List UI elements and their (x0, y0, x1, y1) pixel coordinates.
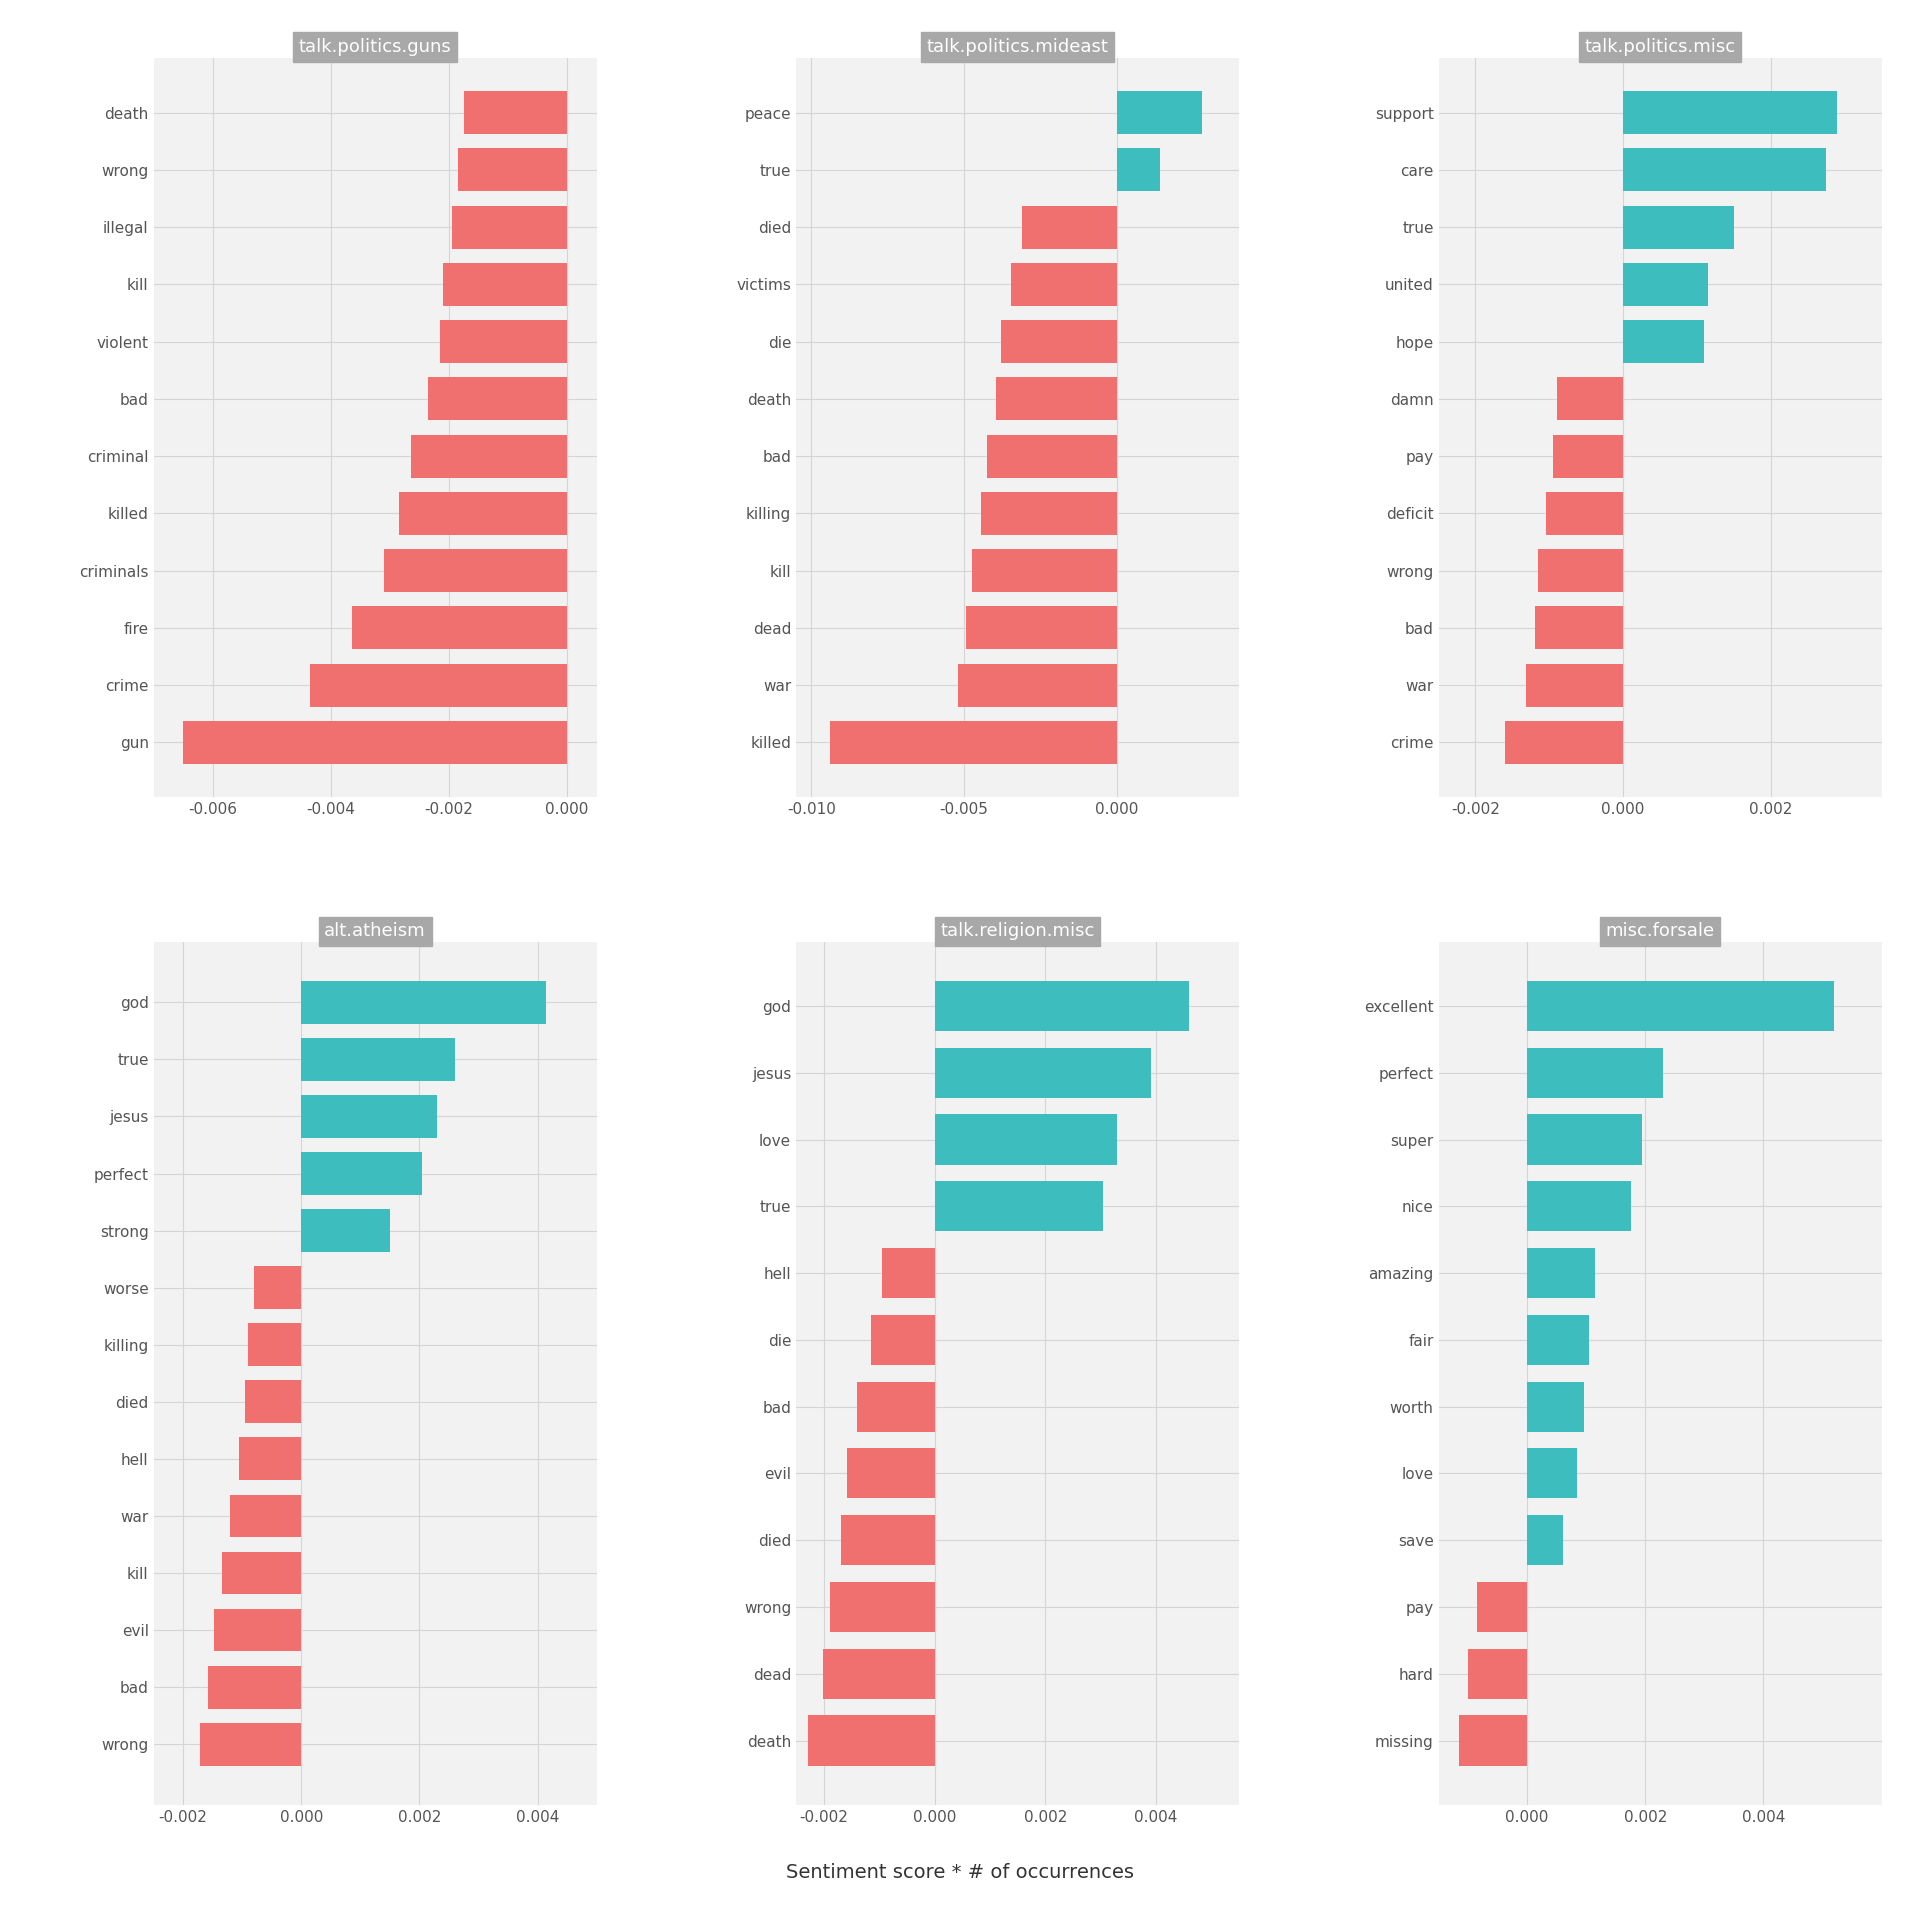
Bar (399, 492, 566, 536)
Bar (1622, 263, 1709, 305)
Bar (872, 1315, 935, 1365)
Bar (1526, 1515, 1563, 1565)
Bar (457, 148, 566, 192)
Bar (1000, 321, 1117, 363)
Bar (384, 549, 566, 591)
Title: talk.politics.misc: talk.politics.misc (1584, 38, 1736, 56)
Bar (829, 1582, 935, 1632)
Bar (1469, 1649, 1526, 1699)
Bar (1021, 205, 1117, 248)
Bar (966, 607, 1117, 649)
Bar (1117, 148, 1160, 192)
Bar (847, 1448, 935, 1498)
Bar (207, 1667, 301, 1709)
Bar (1538, 549, 1622, 591)
Title: talk.religion.misc: talk.religion.misc (941, 922, 1094, 941)
Bar (996, 378, 1117, 420)
Bar (253, 1267, 301, 1309)
Bar (841, 1515, 935, 1565)
Bar (935, 1048, 1150, 1098)
Bar (451, 205, 566, 248)
Bar (301, 981, 547, 1023)
Bar (981, 492, 1117, 536)
Bar (248, 1323, 301, 1367)
Bar (1526, 1448, 1578, 1498)
Bar (411, 434, 566, 478)
Bar (1505, 720, 1622, 764)
Bar (1117, 92, 1202, 134)
Bar (935, 1114, 1117, 1165)
Bar (1476, 1582, 1526, 1632)
Bar (1622, 92, 1837, 134)
Bar (935, 1181, 1104, 1231)
Bar (808, 1715, 935, 1766)
Bar (301, 1210, 390, 1252)
Bar (1546, 492, 1622, 536)
Bar (822, 1649, 935, 1699)
Bar (1526, 1114, 1642, 1165)
Bar (444, 263, 566, 305)
Bar (1553, 434, 1622, 478)
Bar (182, 720, 566, 764)
Bar (465, 92, 566, 134)
Bar (958, 664, 1117, 707)
Bar (311, 664, 566, 707)
Bar (301, 1152, 422, 1194)
Bar (1557, 378, 1622, 420)
Bar (935, 981, 1188, 1031)
Bar (1526, 1315, 1590, 1365)
Title: talk.politics.guns: talk.politics.guns (300, 38, 451, 56)
Bar (230, 1494, 301, 1538)
Bar (1526, 1048, 1663, 1098)
Bar (200, 1722, 301, 1766)
Title: talk.politics.mideast: talk.politics.mideast (927, 38, 1108, 56)
Bar (1526, 1181, 1630, 1231)
Bar (1622, 148, 1826, 192)
Bar (1526, 981, 1834, 1031)
Title: misc.forsale: misc.forsale (1605, 922, 1715, 941)
Text: Sentiment score * # of occurrences: Sentiment score * # of occurrences (785, 1862, 1135, 1882)
Bar (301, 1039, 455, 1081)
Bar (1622, 321, 1705, 363)
Title: alt.atheism: alt.atheism (324, 922, 426, 941)
Bar (351, 607, 566, 649)
Bar (213, 1609, 301, 1651)
Bar (240, 1438, 301, 1480)
Bar (221, 1551, 301, 1594)
Bar (1622, 205, 1734, 248)
Bar (1526, 1248, 1596, 1298)
Bar (1526, 664, 1622, 707)
Bar (1012, 263, 1117, 305)
Bar (1526, 1382, 1584, 1432)
Bar (428, 378, 566, 420)
Bar (1534, 607, 1622, 649)
Bar (856, 1382, 935, 1432)
Bar (972, 549, 1117, 591)
Bar (987, 434, 1117, 478)
Bar (881, 1248, 935, 1298)
Bar (440, 321, 566, 363)
Bar (829, 720, 1117, 764)
Bar (246, 1380, 301, 1423)
Bar (1459, 1715, 1526, 1766)
Bar (301, 1094, 438, 1139)
